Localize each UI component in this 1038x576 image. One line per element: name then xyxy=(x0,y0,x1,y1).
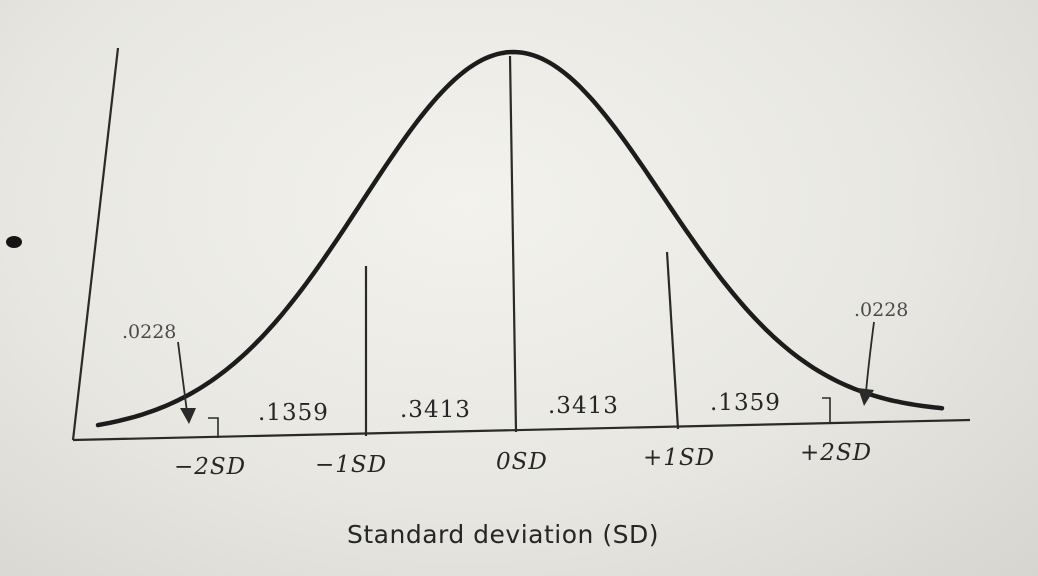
x-axis-line xyxy=(72,418,971,442)
left-tail-arrowhead xyxy=(180,408,196,424)
area-label-zero-plus1: .3413 xyxy=(548,393,619,419)
tick-label-minus2: −2SD xyxy=(174,454,246,480)
left-tail-label: .0228 xyxy=(122,321,176,343)
divider-plus1 xyxy=(665,251,680,430)
tick-mark-minus2 xyxy=(208,417,219,438)
y-axis-line xyxy=(71,47,120,441)
right-tail-pointer xyxy=(865,321,875,393)
left-tail-pointer xyxy=(177,341,188,413)
area-label-plus1-plus2: .1359 xyxy=(710,390,781,416)
right-tail-label: .0228 xyxy=(854,299,908,321)
area-label-minus2-minus1: .1359 xyxy=(258,400,329,426)
divider-zero xyxy=(508,55,518,433)
x-axis-title: Standard deviation (SD) xyxy=(347,520,659,549)
tick-label-minus1: −1SD xyxy=(315,452,387,478)
area-label-minus1-zero: .3413 xyxy=(400,397,471,423)
tick-label-plus2: +2SD xyxy=(800,440,872,466)
tick-mark-plus2 xyxy=(822,397,831,422)
bell-curve xyxy=(95,49,945,428)
tick-label-plus1: +1SD xyxy=(643,445,715,471)
tick-label-zero: 0SD xyxy=(496,449,548,475)
ink-speck xyxy=(6,236,22,248)
right-tail-arrowhead xyxy=(858,388,874,406)
